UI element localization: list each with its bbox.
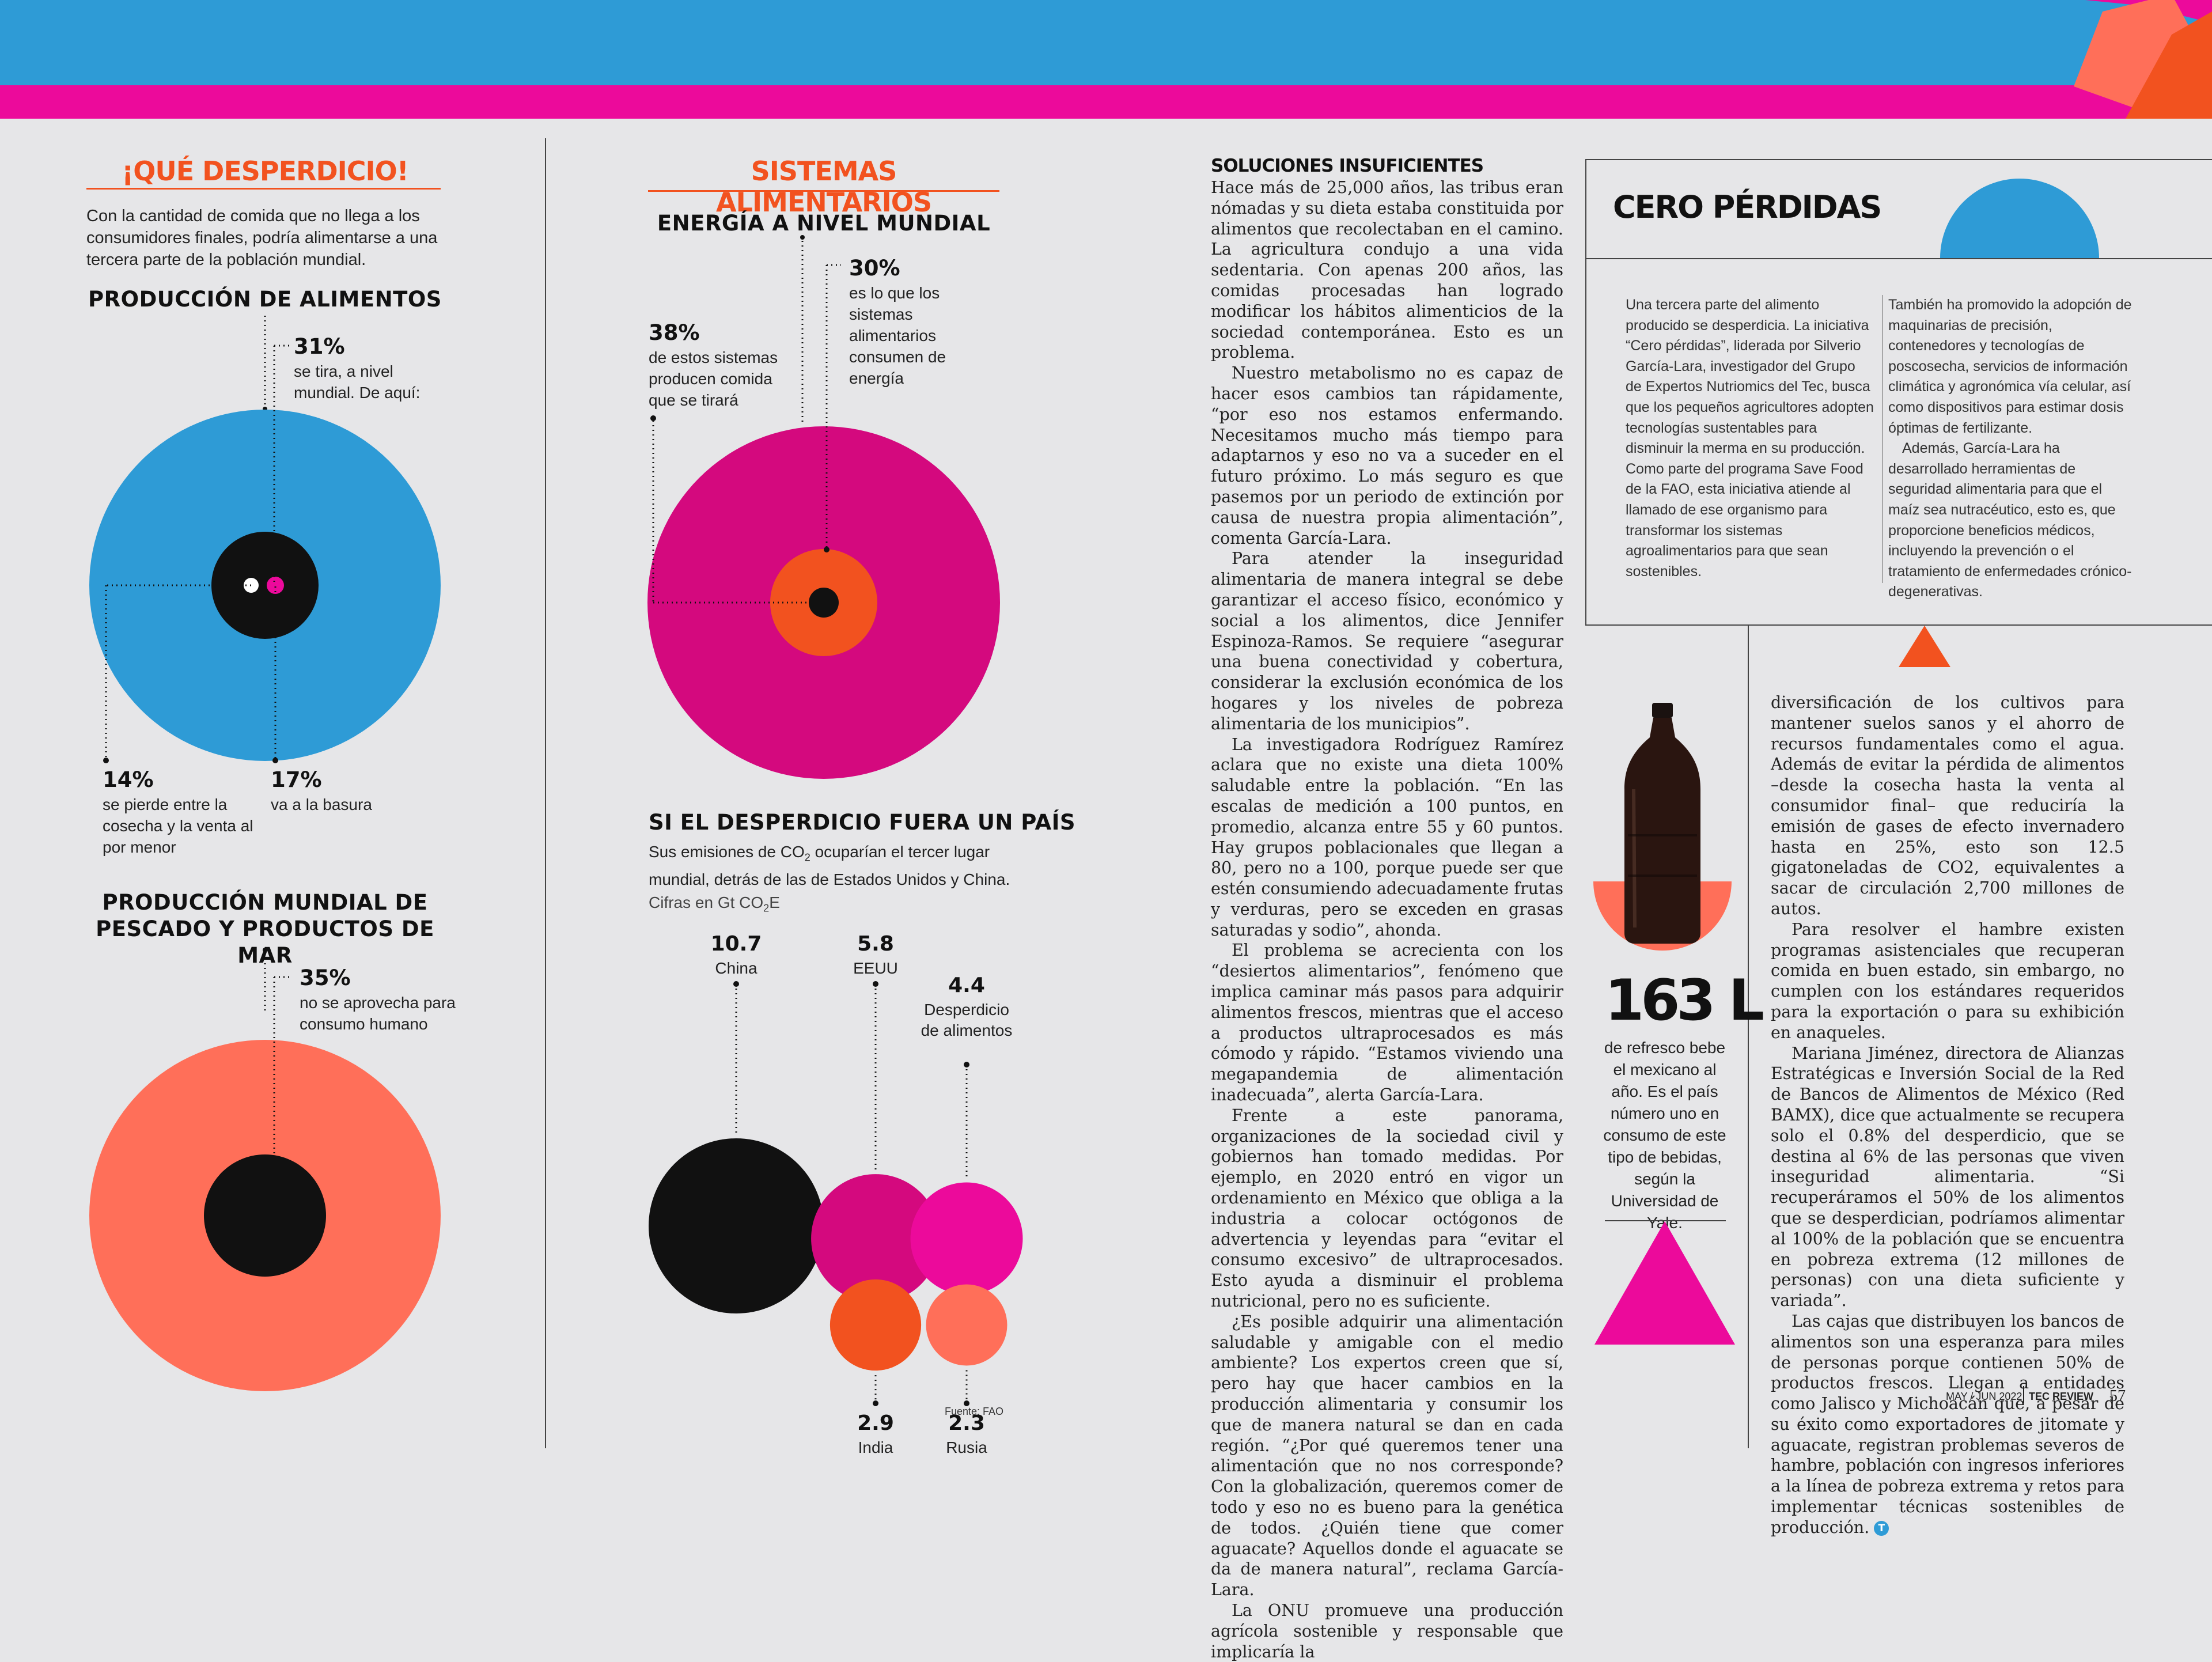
- article-paragraph: Hace más de 25,000 años, las tribus eran…: [1211, 178, 1563, 362]
- pink-triangle-decoration: [1594, 1221, 1735, 1345]
- energy-30-pct: 30%: [849, 256, 900, 281]
- footer-divider: [2023, 1386, 2024, 1403]
- article-paragraph: Para atender la inseguridad alimentaria …: [1211, 549, 1563, 733]
- stat-value: 163 L: [1605, 968, 1764, 1033]
- bubble-category-label: Rusia: [946, 1438, 987, 1456]
- country-unit: Cifras en Gt CO2E: [649, 894, 780, 914]
- bubble-eeuu: [811, 1174, 940, 1303]
- energy-wasted-circle: [809, 588, 839, 618]
- fish-waste-circle: [204, 1154, 326, 1277]
- stat-rule: [1605, 1220, 1726, 1221]
- energy-heading: ENERGÍA A NIVEL MUNDIAL: [657, 211, 991, 236]
- bubble-leader-dot: [873, 1400, 878, 1406]
- bubble-value-label: 4.4: [948, 974, 985, 997]
- box-right-text: También ha promovido la adopción de maqu…: [1888, 297, 2132, 600]
- col1-intro: Con la cantidad de comida que no llega a…: [86, 207, 438, 269]
- bubble-category-label: China: [715, 959, 757, 977]
- box-bottom-rule: [1585, 624, 2212, 626]
- article-paragraph: Para resolver el hambre existen programa…: [1771, 919, 2124, 1042]
- food-14-text: se pierde entre la cosecha y la venta al…: [103, 796, 253, 856]
- bubble-category-label: Desperdicio: [924, 1001, 1009, 1019]
- fish-35-text: no se aprovecha para consumo humano: [300, 994, 456, 1033]
- half-circle-decoration: [1940, 179, 2099, 258]
- food-14-pct: 14%: [103, 767, 154, 792]
- bubble-leader-dot: [964, 1400, 969, 1406]
- footer-date: MAY / JUN 2022: [1946, 1391, 2022, 1402]
- article-paragraph: La ONU promueve una producción agrícola …: [1211, 1600, 1563, 1661]
- bubble-value-label: 2.3: [948, 1411, 985, 1435]
- bubble-value-label: 2.9: [857, 1411, 894, 1435]
- fish-35-pct: 35%: [300, 966, 351, 990]
- corner-shapes-decoration: [2074, 0, 2212, 119]
- country-subtitle: Sus emisiones de CO2 ocuparían el tercer…: [649, 843, 1010, 888]
- bubble-india: [830, 1279, 922, 1371]
- energy-30-text: es lo que los sistemas alimentarios cons…: [849, 284, 946, 387]
- section-title-rule-2: [648, 190, 999, 192]
- box-top-rule: [1585, 159, 2212, 160]
- article-paragraph: El problema se acrecienta con los “desie…: [1211, 941, 1563, 1105]
- soda-bottle-illustration: [1593, 703, 1732, 951]
- box-title-rule: [1585, 258, 2212, 259]
- bubble-leader-dot: [873, 981, 878, 987]
- box-left-rule: [1585, 159, 1586, 626]
- food-31-pct: 31%: [294, 334, 345, 359]
- food-31-text: se tira, a nivel mundial. De aquí:: [294, 362, 421, 402]
- bubble-china: [649, 1138, 824, 1313]
- country-heading: SI EL DESPERDICIO FUERA UN PAÍS: [649, 810, 1076, 835]
- col4-article: diversificación de los cultivos para man…: [1771, 692, 2124, 1538]
- source-note: Fuente: FAO: [945, 1406, 1004, 1417]
- article-paragraph: La investigadora Rodríguez Ramírez aclar…: [1211, 735, 1563, 940]
- article-paragraph: diversificación de los cultivos para man…: [1771, 693, 2124, 918]
- bubble-value-label: 5.8: [857, 932, 894, 956]
- small-triangle-decoration: [1899, 626, 1950, 667]
- col3-article: Hace más de 25,000 años, las tribus eran…: [1211, 177, 1563, 1662]
- article-paragraph: Frente a este panorama, organizaciones d…: [1211, 1106, 1563, 1311]
- energy-38-text: de estos sistemas producen comida que se…: [649, 349, 778, 409]
- stat-divider: [1748, 626, 1749, 1448]
- fish-production-chart: [89, 948, 441, 1391]
- article-paragraph: ¿Es posible adquirir una alimentación sa…: [1211, 1312, 1563, 1600]
- section-title-sistemas: SISTEMAS ALIMENTARIOS: [716, 156, 932, 218]
- article-paragraph: Las cajas que distribuyen los bancos de …: [1771, 1311, 2124, 1537]
- stat-text: de refresco bebe el mexicano al año. Es …: [1603, 1039, 1726, 1232]
- end-mark-icon: T: [1874, 1521, 1889, 1536]
- section-title-rule: [86, 188, 441, 190]
- bubble-category-label: EEUU: [853, 959, 898, 977]
- food-17-pct: 17%: [271, 767, 322, 792]
- food-production-chart: [89, 316, 441, 763]
- bubble-leader-dot: [964, 1062, 969, 1067]
- bubble-value-label: 10.7: [711, 932, 762, 956]
- top-pink-band: [0, 85, 2212, 119]
- emissions-bubble-chart: 10.7 China 5.8 EEUU 4.4 Desperdicio de aliment…: [649, 932, 1023, 1456]
- column-divider: [545, 138, 546, 1448]
- bubble-desperdicio-de-alimentos: [910, 1182, 1023, 1295]
- food-production-heading: PRODUCCIÓN DE ALIMENTOS: [88, 287, 442, 312]
- energy-38-pct: 38%: [649, 320, 700, 345]
- bubble-leader-dot: [733, 981, 739, 987]
- food-17-text: va a la basura: [271, 796, 372, 813]
- footer-brand: TEC REVIEW: [2029, 1391, 2094, 1402]
- box-left-text: Una tercera parte del alimento producido…: [1626, 297, 1874, 580]
- article-paragraph: Mariana Jiménez, directora de Alianzas E…: [1771, 1043, 2124, 1311]
- food-waste-circle: [211, 532, 319, 639]
- bubble-category-label: de alimentos: [921, 1021, 1013, 1039]
- food-trash-dot: [267, 577, 284, 594]
- section-title-que-desperdicio: ¡QUÉ DESPERDICIO!: [122, 156, 408, 187]
- article-paragraph: Nuestro metabolismo no es capaz de hacer…: [1211, 364, 1563, 548]
- col3-title: SOLUCIONES INSUFICIENTES: [1211, 156, 1484, 176]
- top-blue-band: [0, 0, 2212, 85]
- energy-chart: [647, 235, 1000, 779]
- bubble-rusia: [926, 1284, 1007, 1366]
- page-number: 57: [2109, 1387, 2126, 1405]
- bubble-category-label: India: [858, 1438, 893, 1456]
- fish-production-heading: PRODUCCIÓN MUNDIAL DE PESCADO Y PRODUCTO…: [96, 890, 434, 968]
- box-title: CERO PÉRDIDAS: [1613, 189, 1882, 225]
